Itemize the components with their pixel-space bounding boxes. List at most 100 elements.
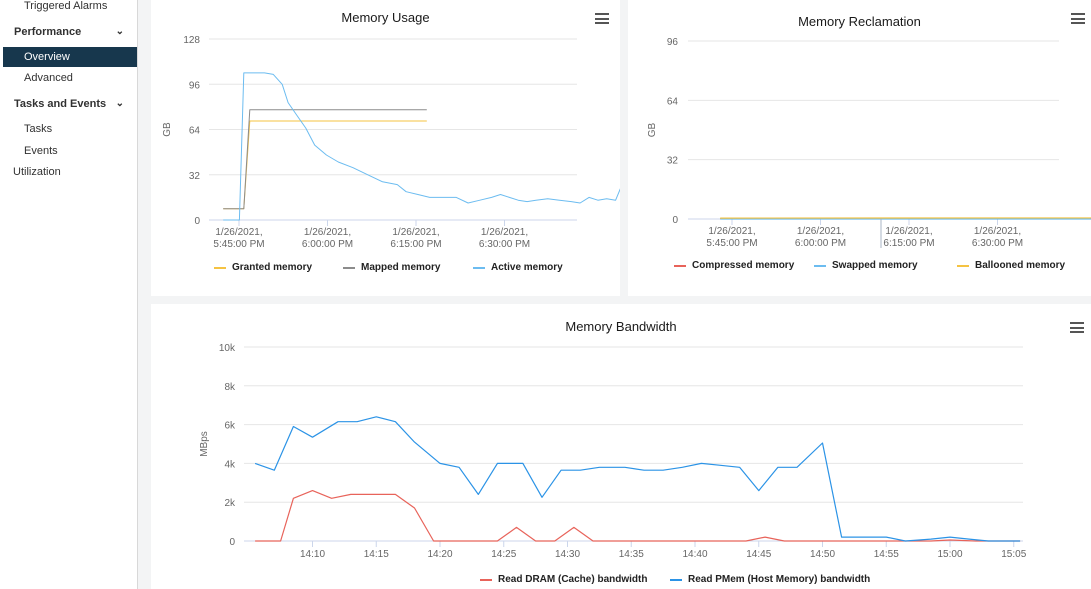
y-tick-label: 6k: [224, 421, 236, 432]
y-tick-label: 0: [229, 537, 235, 548]
y-tick-label: 32: [189, 171, 201, 182]
x-tick-label: 6:30:00 PM: [479, 239, 530, 250]
memory-usage-panel: Memory Usage 0 32 64 96 128 GB 1/26/2021, 5:45:…: [151, 0, 620, 296]
memory-reclamation-title: Memory Reclamation: [798, 14, 921, 29]
y-tick-label: 0: [194, 216, 200, 227]
x-tick-label: 14:25: [491, 549, 516, 560]
x-tick-label: 14:35: [619, 549, 644, 560]
legend-label: Compressed memory: [692, 260, 795, 271]
x-tick-label: 14:40: [682, 549, 707, 560]
x-tick-label: 6:15:00 PM: [883, 238, 934, 249]
legend-swatch: [214, 266, 226, 269]
x-tick-label: 6:00:00 PM: [302, 239, 353, 250]
nav-triggered-alarms[interactable]: Triggered Alarms: [24, 0, 108, 12]
legend-compressed[interactable]: Compressed memory: [674, 260, 794, 271]
nav-utilization[interactable]: Utilization: [13, 166, 61, 178]
legend-label: Swapped memory: [832, 260, 918, 271]
series-line-3: [223, 72, 620, 221]
y-axis-title: MBps: [199, 431, 210, 457]
memory-bandwidth-chart: 0 2k 4k 6k 8k 10k MBps 14:10 14:15 14:20 14:25 14:3…: [199, 343, 1027, 560]
nav-events[interactable]: Events: [24, 145, 58, 157]
legend-label: Read DRAM (Cache) bandwidth: [498, 574, 648, 585]
sidebar: Triggered Alarms Performance ⌄ Overview …: [0, 0, 138, 589]
y-tick-label: 2k: [224, 498, 236, 509]
x-tick-label: 6:30:00 PM: [972, 238, 1023, 249]
x-tick-label: 1/26/2021,: [304, 227, 351, 238]
y-tick-label: 96: [667, 37, 679, 48]
memory-usage-title: Memory Usage: [341, 10, 430, 25]
y-tick-label: 32: [667, 156, 679, 167]
legend-swatch: [670, 578, 682, 581]
nav-section-performance-label: Performance: [14, 26, 82, 38]
x-tick-label: 1/26/2021,: [708, 226, 755, 237]
x-tick-label: 15:05: [1001, 549, 1026, 560]
x-tick-label: 14:10: [300, 549, 325, 560]
legend-swatch: [480, 578, 492, 581]
legend-swatch: [343, 266, 355, 269]
legend-mapped[interactable]: Mapped memory: [343, 262, 440, 273]
x-tick-label: 6:15:00 PM: [390, 239, 441, 250]
y-tick-label: 4k: [224, 459, 236, 470]
y-tick-label: 10k: [219, 343, 236, 354]
memory-bandwidth-panel: Memory Bandwidth 0 2k 4k 6k 8k 10k MBps 14:10 14…: [151, 304, 1091, 589]
y-tick-label: 0: [672, 215, 678, 226]
legend-label: Active memory: [491, 262, 563, 273]
legend-pmem[interactable]: Read PMem (Host Memory) bandwidth: [670, 574, 870, 585]
memory-bandwidth-title: Memory Bandwidth: [565, 319, 677, 334]
y-axis-title: GB: [162, 122, 173, 137]
x-tick-label: 14:50: [810, 549, 835, 560]
legend-swatch: [674, 264, 686, 267]
x-tick-label: 1/26/2021,: [392, 227, 439, 238]
x-tick-label: 1/26/2021,: [481, 227, 528, 238]
x-tick-label: 1/26/2021,: [215, 227, 262, 238]
legend-label: Granted memory: [232, 262, 313, 273]
hamburger-menu-icon[interactable]: [1071, 13, 1085, 24]
x-tick-label: 5:45:00 PM: [213, 239, 264, 250]
x-tick-label: 14:55: [874, 549, 899, 560]
legend-ballooned[interactable]: Ballooned memory: [957, 260, 1065, 271]
legend-active[interactable]: Active memory: [473, 262, 563, 273]
chevron-down-icon[interactable]: ⌄: [115, 26, 124, 37]
legend-dram[interactable]: Read DRAM (Cache) bandwidth: [480, 574, 647, 585]
nav-section-tasks-and-events[interactable]: Tasks and Events ⌄: [14, 94, 132, 114]
y-axis-title: GB: [647, 122, 658, 137]
y-tick-label: 64: [667, 96, 679, 107]
nav-section-tasks-label: Tasks and Events: [14, 98, 107, 110]
series-line-1: [223, 120, 427, 210]
x-tick-label: 6:00:00 PM: [795, 238, 846, 249]
nav-section-performance[interactable]: Performance ⌄: [14, 22, 132, 42]
y-tick-label: 8k: [224, 382, 236, 393]
memory-reclamation-panel: Memory Reclamation 0 32 64 96 GB 1/26/2021, 5:…: [628, 0, 1091, 296]
y-tick-label: 64: [189, 126, 201, 137]
nav-advanced[interactable]: Advanced: [24, 72, 73, 84]
x-tick-label: 14:15: [364, 549, 389, 560]
legend-label: Read PMem (Host Memory) bandwidth: [688, 574, 871, 585]
y-tick-label: 96: [189, 80, 201, 91]
legend-swatch: [814, 264, 826, 267]
legend-label: Ballooned memory: [975, 260, 1066, 271]
nav-overview[interactable]: Overview: [3, 47, 137, 67]
x-tick-label: 1/26/2021,: [974, 226, 1021, 237]
series-line-1: [255, 490, 1021, 542]
legend-label: Mapped memory: [361, 262, 441, 273]
x-tick-label: 14:30: [555, 549, 580, 560]
legend-granted[interactable]: Granted memory: [214, 262, 312, 273]
legend-swatch: [473, 266, 485, 269]
x-tick-label: 14:20: [427, 549, 452, 560]
x-tick-label: 1/26/2021,: [885, 226, 932, 237]
series-line-2: [223, 109, 427, 210]
series-line-2: [254, 416, 1021, 542]
y-tick-label: 128: [183, 35, 200, 46]
hamburger-menu-icon[interactable]: [1070, 322, 1084, 333]
x-tick-label: 5:45:00 PM: [706, 238, 757, 249]
x-tick-label: 15:00: [937, 549, 962, 560]
x-tick-label: 14:45: [746, 549, 771, 560]
legend-swatch: [957, 264, 969, 267]
nav-tasks[interactable]: Tasks: [24, 123, 53, 135]
legend-swapped[interactable]: Swapped memory: [814, 260, 918, 271]
hamburger-menu-icon[interactable]: [595, 13, 609, 24]
chevron-down-icon[interactable]: ⌄: [115, 98, 124, 109]
x-tick-label: 1/26/2021,: [797, 226, 844, 237]
